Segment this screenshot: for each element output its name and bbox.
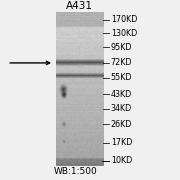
Text: 72KD: 72KD bbox=[111, 58, 132, 68]
Text: 170KD: 170KD bbox=[111, 15, 137, 24]
Text: 17KD: 17KD bbox=[111, 138, 132, 147]
Text: WB:1:500: WB:1:500 bbox=[54, 167, 98, 176]
Text: 26KD: 26KD bbox=[111, 120, 132, 129]
Text: 34KD: 34KD bbox=[111, 104, 132, 113]
Text: 10KD: 10KD bbox=[111, 156, 132, 165]
Text: A431: A431 bbox=[66, 1, 93, 11]
Text: 95KD: 95KD bbox=[111, 43, 132, 52]
Text: 130KD: 130KD bbox=[111, 29, 137, 38]
Text: 55KD: 55KD bbox=[111, 73, 132, 82]
Text: 43KD: 43KD bbox=[111, 90, 132, 99]
